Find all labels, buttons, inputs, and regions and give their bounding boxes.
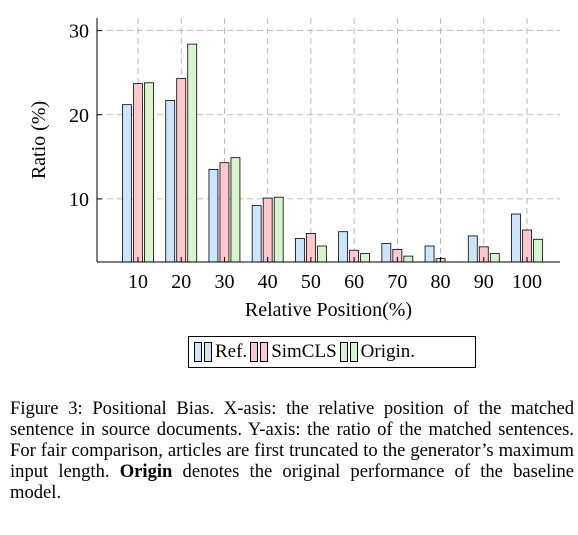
bar-origin-100 — [533, 238, 543, 263]
x-tick-label-20: 20 — [171, 271, 191, 293]
bar-origin-10 — [144, 82, 154, 263]
bar-ref-50 — [294, 238, 305, 263]
legend-swatch-ref — [194, 342, 202, 362]
caption-label: Figure 3: — [10, 398, 93, 419]
bar-simcls-10 — [133, 83, 143, 263]
legend-swatch-origin — [339, 342, 348, 362]
y-tick-label-10: 10 — [69, 189, 89, 211]
legend-swatch-ref-2 — [204, 342, 212, 362]
x-tick-label-100: 100 — [512, 271, 542, 293]
bar-ref-90 — [467, 235, 478, 263]
bar-simcls-20 — [176, 78, 187, 263]
legend-item-origin: Origin. — [339, 341, 416, 363]
caption-text-before: Positional Bias. X-asis: the relative po… — [10, 398, 574, 482]
y-tick-label-30: 30 — [69, 21, 89, 43]
x-tick-label-50: 50 — [301, 271, 321, 293]
legend-swatch-origin-2 — [349, 342, 358, 362]
bar-ref-20 — [165, 100, 176, 263]
bar-ref-70 — [381, 243, 392, 263]
x-tick-label-10: 10 — [128, 271, 148, 293]
bar-simcls-40 — [262, 197, 273, 263]
bar-origin-50 — [316, 245, 327, 263]
figure-caption: Figure 3: Positional Bias. X-asis: the r… — [10, 398, 574, 503]
caption-bold-word: Origin — [119, 461, 173, 482]
legend-swatch-simcls-2 — [260, 342, 269, 362]
x-tick-label-40: 40 — [258, 271, 278, 293]
bar-ref-40 — [251, 205, 262, 263]
bar-ref-10 — [122, 104, 132, 263]
legend-label-ref: Ref. — [215, 341, 248, 362]
chart-legend: Ref. SimCLS Origin. — [188, 336, 476, 368]
bar-ref-80 — [424, 245, 435, 263]
y-axis-label: Ratio (%) — [28, 101, 50, 179]
bar-ref-100 — [511, 213, 521, 263]
legend-label-simcls: SimCLS — [271, 341, 337, 362]
caption-text-after: denotes the original performance of the … — [10, 461, 574, 503]
bar-origin-20 — [187, 43, 198, 263]
y-tick-label-20: 20 — [69, 105, 89, 127]
bar-origin-40 — [273, 196, 284, 263]
x-tick-label-80: 80 — [431, 271, 451, 293]
x-tick-label-70: 70 — [387, 271, 407, 293]
bar-origin-60 — [360, 253, 371, 263]
x-tick-label-60: 60 — [344, 271, 364, 293]
legend-item-simcls: SimCLS — [250, 341, 337, 363]
bar-chart: 10 20 30 10 20 30 40 50 60 70 80 90 100 Relative Posi… — [28, 18, 560, 321]
x-tick-label-30: 30 — [214, 271, 234, 293]
bar-origin-70 — [403, 255, 414, 263]
x-axis-label: Relative Position(%) — [245, 299, 412, 321]
x-tick-label-90: 90 — [474, 271, 494, 293]
legend-swatch-simcls — [250, 342, 259, 362]
bar-ref-30 — [208, 169, 219, 263]
bar-origin-90 — [489, 253, 500, 263]
legend-item-ref: Ref. — [194, 341, 247, 363]
bar-simcls-30 — [219, 162, 230, 263]
legend-label-origin: Origin. — [360, 341, 416, 362]
bar-ref-60 — [338, 231, 349, 263]
bar-origin-30 — [230, 157, 241, 263]
